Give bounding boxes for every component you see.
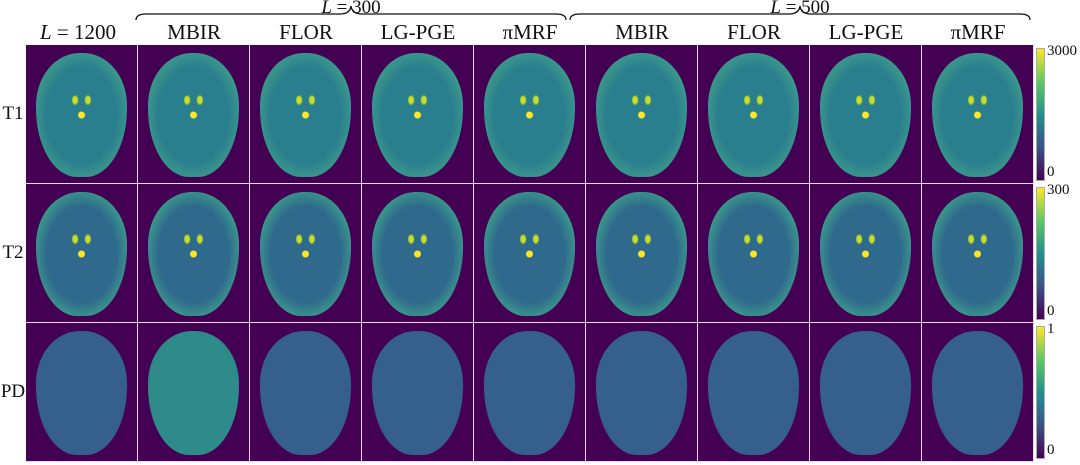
map-image-pd bbox=[362, 323, 474, 462]
column-header: FLOR bbox=[279, 20, 333, 44]
map-image-pd bbox=[810, 323, 922, 462]
row-label: PD bbox=[0, 380, 26, 402]
column-header: πMRF bbox=[502, 20, 558, 44]
brace-l500 bbox=[569, 5, 1031, 21]
map-image-t1 bbox=[138, 45, 250, 184]
map-image-pd bbox=[698, 323, 810, 462]
map-image-t1 bbox=[26, 45, 138, 184]
map-image-t2 bbox=[26, 184, 138, 323]
map-image-t1 bbox=[474, 45, 586, 184]
variable: L bbox=[321, 0, 332, 18]
group-value: = 300 bbox=[331, 0, 381, 18]
colorbar-min: 0 bbox=[1047, 164, 1055, 180]
brain-slice bbox=[931, 192, 1023, 317]
variable: L bbox=[39, 20, 52, 44]
row-label: T2 bbox=[2, 241, 24, 263]
column-header: FLOR bbox=[727, 20, 781, 44]
brain-slice bbox=[595, 331, 687, 456]
brain-slice bbox=[147, 53, 239, 178]
group-value: = 500 bbox=[780, 0, 830, 18]
map-image-t1 bbox=[698, 45, 810, 184]
brain-slice bbox=[931, 53, 1023, 178]
map-image-pd bbox=[586, 323, 698, 462]
variable: L bbox=[770, 0, 781, 18]
brain-slice bbox=[595, 53, 687, 178]
map-image-pd bbox=[474, 323, 586, 462]
brain-slice bbox=[371, 331, 463, 456]
map-image-t2 bbox=[810, 184, 922, 323]
map-image-t2 bbox=[922, 184, 1034, 323]
map-image-pd bbox=[250, 323, 362, 462]
colorbar-pd bbox=[1036, 326, 1045, 459]
brain-slice bbox=[707, 331, 799, 456]
map-image-t2 bbox=[362, 184, 474, 323]
row-label: T1 bbox=[2, 102, 24, 124]
brain-slice bbox=[35, 331, 127, 456]
column-header: MBIR bbox=[167, 20, 221, 44]
colorbar-max: 300 bbox=[1047, 182, 1070, 198]
brain-slice bbox=[371, 53, 463, 178]
brain-slice bbox=[147, 331, 239, 456]
brain-slice bbox=[707, 192, 799, 317]
map-image-t1 bbox=[810, 45, 922, 184]
brain-slice bbox=[819, 331, 911, 456]
map-image-t1 bbox=[362, 45, 474, 184]
brain-slice bbox=[595, 192, 687, 317]
brain-slice bbox=[35, 53, 127, 178]
brain-slice bbox=[931, 331, 1023, 456]
brain-slice bbox=[147, 192, 239, 317]
map-image-pd bbox=[922, 323, 1034, 462]
brain-slice bbox=[483, 53, 575, 178]
brain-slice bbox=[259, 192, 351, 317]
map-image-pd bbox=[26, 323, 138, 462]
brain-slice bbox=[819, 192, 911, 317]
colorbar-max: 3000 bbox=[1047, 43, 1077, 59]
map-image-t2 bbox=[474, 184, 586, 323]
group-label-l500: L = 500 bbox=[700, 0, 900, 19]
group-braces bbox=[135, 5, 1031, 21]
column-header: LG-PGE bbox=[828, 20, 904, 44]
column-value: = 1200 bbox=[51, 20, 117, 44]
map-image-t2 bbox=[586, 184, 698, 323]
map-image-t2 bbox=[698, 184, 810, 323]
colorbar-min: 0 bbox=[1047, 442, 1055, 458]
colorbar-t2 bbox=[1036, 187, 1045, 320]
column-header: MBIR bbox=[615, 20, 669, 44]
map-image-t1 bbox=[250, 45, 362, 184]
map-image-pd bbox=[138, 323, 250, 462]
brain-slice bbox=[483, 192, 575, 317]
brace-l300 bbox=[135, 5, 567, 21]
map-image-t1 bbox=[586, 45, 698, 184]
brain-slice bbox=[819, 53, 911, 178]
colorbar-t1 bbox=[1036, 48, 1045, 181]
brain-slice bbox=[371, 192, 463, 317]
colorbar-max: 1 bbox=[1047, 321, 1055, 337]
group-label-l300: L = 300 bbox=[251, 0, 451, 19]
brain-slice bbox=[259, 331, 351, 456]
colorbar-min: 0 bbox=[1047, 303, 1055, 319]
brain-slice bbox=[35, 192, 127, 317]
map-image-t2 bbox=[138, 184, 250, 323]
map-image-t1 bbox=[922, 45, 1034, 184]
brain-slice bbox=[707, 53, 799, 178]
column-header: LG-PGE bbox=[380, 20, 456, 44]
brain-slice bbox=[259, 53, 351, 178]
map-image-t2 bbox=[250, 184, 362, 323]
column-header-l1200: L = 1200 bbox=[22, 20, 134, 45]
column-header: πMRF bbox=[950, 20, 1006, 44]
brain-slice bbox=[483, 331, 575, 456]
